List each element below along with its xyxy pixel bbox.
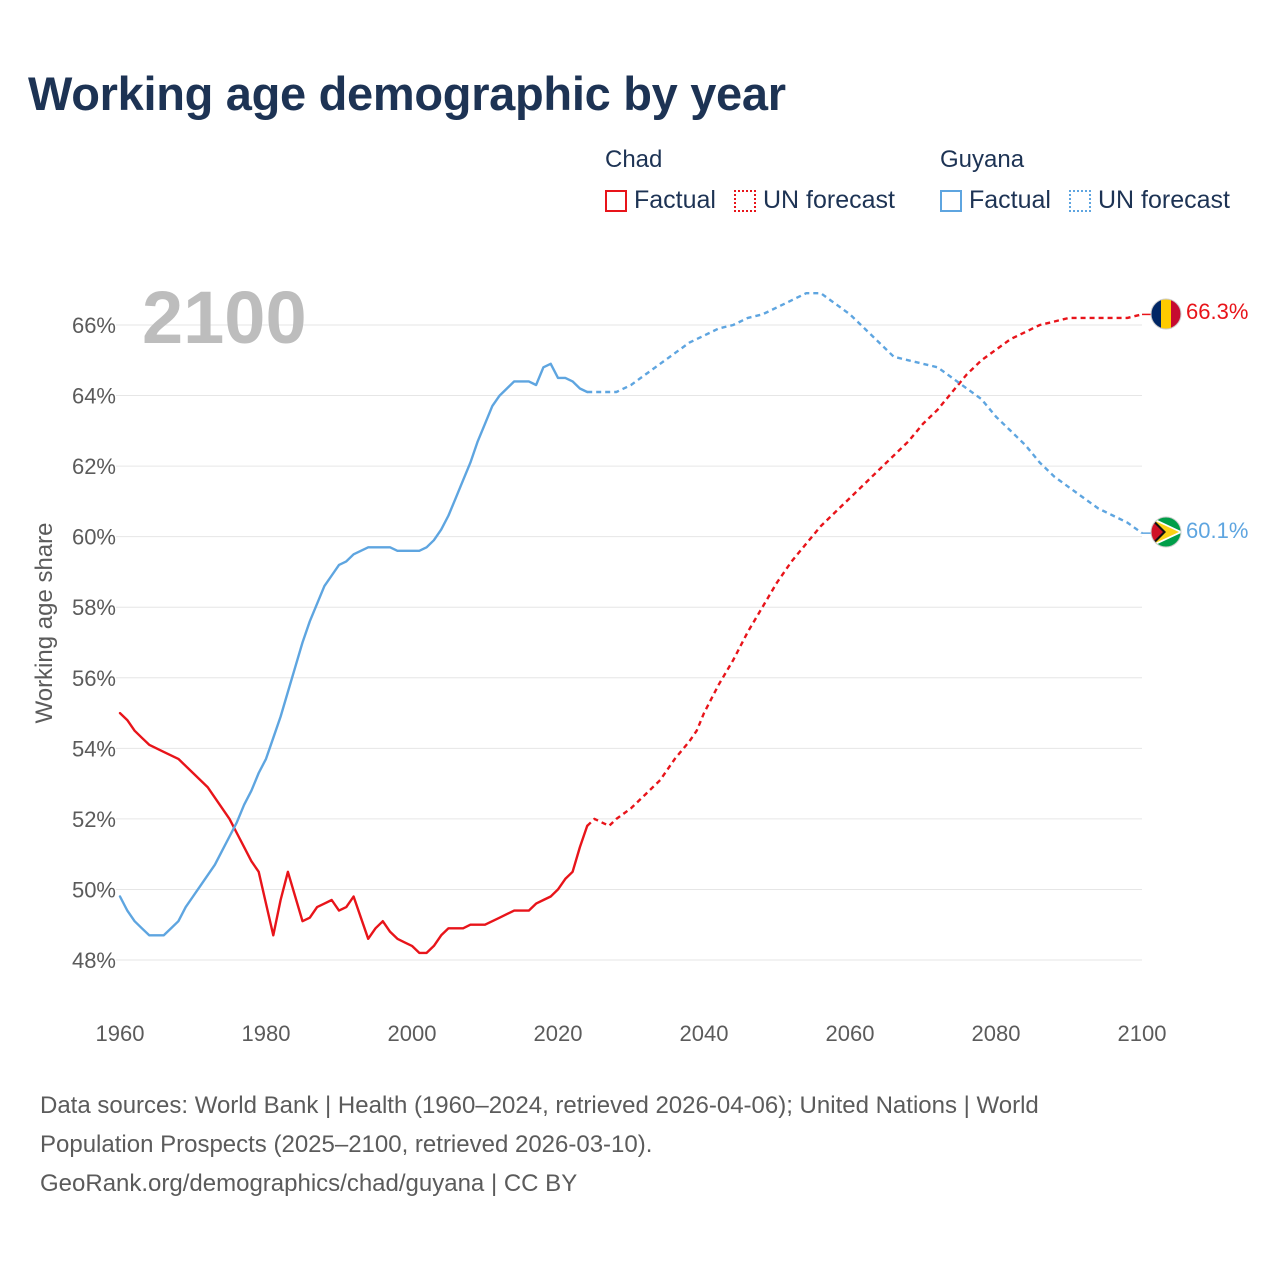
footer-sources-line1: Data sources: World Bank | Health (1960–… (40, 1092, 1039, 1119)
legend-swatch-dotted (1068, 189, 1091, 212)
legend-chad-forecast[interactable]: UN forecast (733, 186, 895, 215)
y-axis: 48% 50% 52% 54% 56% 58% 60% 62% 64% 66% (72, 313, 116, 973)
guyana-end-label: 60.1% (1186, 518, 1248, 543)
footer-attribution: GeoRank.org/demographics/chad/guyana | C… (40, 1170, 578, 1197)
legend-label: Factual (634, 186, 716, 214)
x-tick-label: 1960 (96, 1021, 145, 1046)
grid (116, 324, 1142, 961)
legend-swatch-solid (940, 189, 962, 212)
y-axis-title: Working age share (31, 523, 58, 724)
guyana-forecast-line (587, 292, 1143, 535)
y-tick-label: 58% (72, 595, 116, 620)
footer-sources-line2: Population Prospects (2025–2100, retriev… (40, 1131, 653, 1158)
legend-guyana-factual[interactable]: Factual (940, 186, 1051, 215)
y-tick-label: 66% (72, 313, 116, 338)
legend-group-name: Guyana (940, 146, 1025, 173)
chad-factual-line (118, 711, 589, 955)
legend-chad-factual[interactable]: Factual (605, 186, 716, 215)
series-lines (118, 292, 1151, 955)
legend-group-name: Chad (605, 146, 663, 173)
y-tick-label: 54% (72, 736, 116, 761)
x-tick-label: 2100 (1118, 1021, 1167, 1046)
y-tick-label: 62% (72, 454, 116, 479)
x-tick-label: 2000 (388, 1021, 437, 1046)
legend-label: UN forecast (762, 186, 895, 214)
legend-swatch-dotted (733, 189, 756, 212)
legend-group-chad: Chad Factual UN forecast (605, 144, 913, 215)
x-axis: 1960 1980 2000 2020 2040 2060 2080 2100 (96, 1021, 1167, 1046)
footer: Data sources: World Bank | Health (1960–… (40, 1086, 1240, 1203)
guyana-factual-line (118, 362, 589, 937)
chad-forecast-line (586, 313, 1143, 828)
legend-label: Factual (969, 186, 1051, 214)
year-watermark: 2100 (142, 276, 307, 359)
x-tick-label: 2080 (972, 1021, 1021, 1046)
x-tick-label: 2060 (826, 1021, 875, 1046)
chart-title: Working age demographic by year (28, 67, 786, 120)
legend-swatch-solid (605, 189, 627, 212)
guyana-flag[interactable] (1150, 516, 1183, 548)
x-tick-label: 2020 (534, 1021, 583, 1046)
line-chart: 2100 Working age share 48% 50% 52% 54% 56% 58… (31, 276, 1248, 1046)
y-tick-label: 50% (72, 877, 116, 902)
x-tick-label: 1980 (242, 1021, 291, 1046)
chad-end-label: 66.3% (1186, 299, 1248, 324)
legend-label: UN forecast (1097, 186, 1230, 214)
y-tick-label: 52% (72, 807, 116, 832)
legend-group-guyana: Guyana Factual UN forecast (940, 144, 1248, 215)
y-tick-label: 48% (72, 948, 116, 973)
chad-flag[interactable] (1150, 298, 1182, 330)
legend-guyana-forecast[interactable]: UN forecast (1068, 186, 1230, 215)
x-tick-label: 2040 (680, 1021, 729, 1046)
y-tick-label: 60% (72, 525, 116, 550)
y-tick-label: 56% (72, 666, 116, 691)
y-tick-label: 64% (72, 384, 116, 409)
